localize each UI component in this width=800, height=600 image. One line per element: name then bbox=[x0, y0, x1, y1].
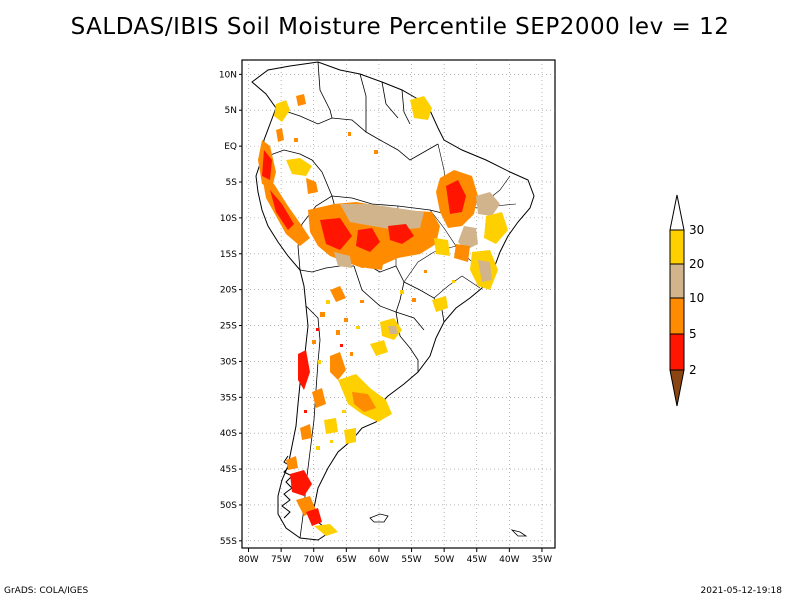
gridlines bbox=[242, 60, 555, 548]
lat-label: 10S bbox=[220, 214, 237, 224]
lat-label: 20S bbox=[220, 286, 237, 296]
lat-label: 50S bbox=[220, 501, 237, 511]
lon-label: 45W bbox=[467, 555, 487, 565]
longitude-labels: 80W 75W 70W 65W 60W 55W 50W 45W 40W 35W bbox=[238, 548, 552, 565]
lat-label: 10N bbox=[219, 70, 237, 80]
lon-label: 35W bbox=[532, 555, 552, 565]
lat-label: 25S bbox=[220, 322, 237, 332]
lat-label: 15S bbox=[220, 250, 237, 260]
lat-label: 5N bbox=[225, 106, 237, 116]
lon-label: 70W bbox=[304, 555, 324, 565]
colorbar-2-5 bbox=[669, 333, 685, 371]
footer-timestamp: 2021-05-12-19:18 bbox=[700, 586, 783, 596]
lon-label: 80W bbox=[238, 555, 258, 565]
lon-label: 60W bbox=[369, 555, 389, 565]
map-title: SALDAS/IBIS Soil Moisture Percentile SEP… bbox=[70, 14, 730, 40]
lat-label: 30S bbox=[220, 357, 237, 367]
colorbar-label-20: 20 bbox=[689, 257, 704, 271]
lat-label: 40S bbox=[220, 429, 237, 439]
lat-label: EQ bbox=[224, 142, 237, 152]
lat-label: 35S bbox=[220, 393, 237, 403]
lat-label: 55S bbox=[220, 537, 237, 547]
lon-label: 55W bbox=[401, 555, 421, 565]
colorbar: 30 20 10 5 2 bbox=[669, 194, 704, 407]
lon-label: 75W bbox=[271, 555, 291, 565]
lon-label: 65W bbox=[336, 555, 356, 565]
colorbar-above-30 bbox=[669, 194, 685, 231]
colorbar-label-10: 10 bbox=[689, 291, 704, 305]
colorbar-label-2: 2 bbox=[689, 363, 697, 377]
colorbar-20-30 bbox=[669, 229, 685, 265]
lon-label: 50W bbox=[434, 555, 454, 565]
colorbar-below-2 bbox=[669, 369, 685, 407]
lat-label: 5S bbox=[226, 178, 238, 188]
lat-label: 45S bbox=[220, 465, 237, 475]
colorbar-label-5: 5 bbox=[689, 327, 697, 341]
soil-moisture-patches bbox=[258, 94, 508, 536]
colorbar-5-10 bbox=[669, 297, 685, 335]
lon-label: 40W bbox=[499, 555, 519, 565]
footer-credit: GrADS: COLA/IGES bbox=[4, 586, 89, 596]
colorbar-10-20 bbox=[669, 263, 685, 299]
colorbar-label-30: 30 bbox=[689, 223, 704, 237]
latitude-labels: 10N 5N EQ 5S 10S 15S 20S 25S 30S 35S 40S 45S 50S 55S bbox=[219, 70, 242, 547]
